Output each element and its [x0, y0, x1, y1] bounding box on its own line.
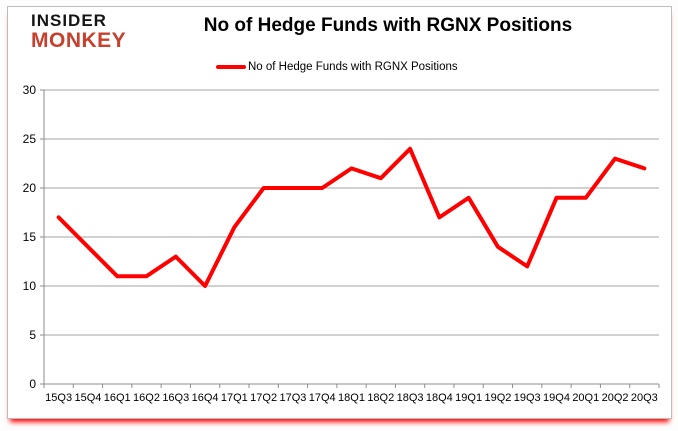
legend-line-swatch — [216, 65, 246, 69]
logo-word-insider: INSIDER — [31, 11, 107, 30]
x-tick-label: 19Q2 — [484, 392, 511, 404]
line-chart: 0 5 10 15 20 25 30 15Q3 15Q4 16Q1 16Q2 16Q3 16Q4 17Q1… — [23, 83, 660, 404]
chart-title: No of Hedge Funds with RGNX Positions — [203, 15, 573, 36]
x-tick-label: 18Q4 — [426, 392, 453, 404]
x-tick-label: 18Q3 — [397, 392, 424, 404]
x-tick-label: 19Q3 — [514, 392, 541, 404]
y-tick-label: 20 — [23, 181, 37, 195]
x-axis-ticks — [43, 384, 660, 388]
x-tick-label: 19Q1 — [455, 392, 482, 404]
x-tick-label: 17Q1 — [221, 392, 248, 404]
x-tick-label: 17Q4 — [309, 392, 336, 404]
y-axis-labels: 0 5 10 15 20 25 30 — [23, 83, 44, 391]
x-tick-label: 20Q3 — [631, 392, 658, 404]
y-tick-label: 30 — [23, 83, 37, 97]
x-axis-labels: 15Q3 15Q4 16Q1 16Q2 16Q3 16Q4 17Q1 17Q2 17Q3 17Q4… — [45, 392, 658, 404]
y-tick-label: 15 — [23, 230, 37, 244]
legend-label: No of Hedge Funds with RGNX Positions — [248, 61, 458, 73]
x-tick-label: 20Q2 — [602, 392, 629, 404]
y-tick-label: 0 — [29, 377, 36, 391]
x-tick-label: 16Q4 — [192, 392, 219, 404]
x-tick-label: 17Q3 — [279, 392, 306, 404]
chart-card: INSIDER MONKEY No of Hedge Funds with RG… — [7, 6, 672, 419]
legend: No of Hedge Funds with RGNX Positions — [216, 59, 458, 75]
x-tick-label: 20Q1 — [572, 392, 599, 404]
x-tick-label: 16Q2 — [133, 392, 160, 404]
y-tick-label: 5 — [29, 328, 36, 342]
x-tick-label: 16Q1 — [104, 392, 131, 404]
y-tick-label: 25 — [23, 132, 37, 146]
x-tick-label: 18Q2 — [367, 392, 394, 404]
x-tick-label: 18Q1 — [338, 392, 365, 404]
series-line — [56, 146, 647, 288]
x-tick-label: 17Q2 — [250, 392, 277, 404]
x-tick-label: 16Q3 — [162, 392, 189, 404]
y-tick-label: 10 — [23, 279, 37, 293]
gridlines — [44, 89, 659, 336]
x-tick-label: 15Q3 — [45, 392, 72, 404]
x-tick-label: 15Q4 — [74, 392, 101, 404]
x-tick-label: 19Q4 — [543, 392, 570, 404]
logo-word-monkey: MONKEY — [31, 29, 127, 52]
insider-monkey-logo: INSIDER MONKEY — [31, 12, 126, 51]
